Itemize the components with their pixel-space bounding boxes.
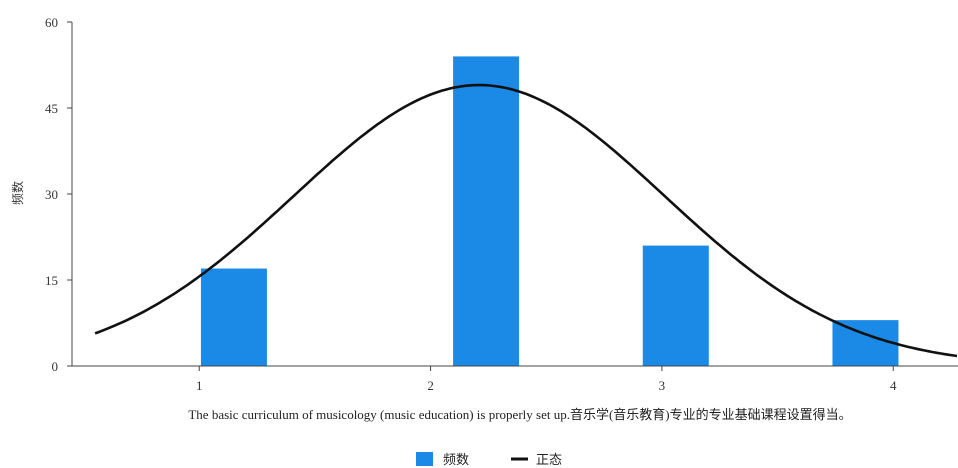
bar-1 [200, 268, 267, 366]
y-tick-label: 60 [45, 15, 58, 30]
legend-swatch-bars [416, 452, 433, 466]
x-tick-label: 3 [659, 378, 666, 393]
y-axis-label: 频数 [10, 181, 25, 205]
y-axis-ticks: 0 15 30 45 60 [45, 15, 72, 374]
x-tick-label: 4 [890, 378, 897, 393]
y-tick-label: 0 [52, 359, 59, 374]
y-tick-label: 30 [45, 187, 58, 202]
y-tick-label: 15 [45, 273, 58, 288]
x-axis-label: The basic curriculum of musicology (musi… [188, 407, 851, 422]
bar-4 [832, 320, 899, 366]
legend-label-line: 正态 [536, 453, 562, 468]
normal-curve-line [94, 83, 958, 358]
x-tick-label: 2 [427, 378, 434, 393]
x-tick-label: 1 [196, 378, 203, 393]
legend: 频数 正态 [416, 452, 562, 468]
x-axis-ticks: 1 2 3 4 [196, 366, 897, 393]
bars-layer [200, 56, 899, 367]
bar-3 [642, 245, 709, 366]
bar-2 [453, 56, 520, 367]
legend-label-bars: 频数 [443, 453, 469, 468]
y-tick-label: 45 [45, 101, 58, 116]
